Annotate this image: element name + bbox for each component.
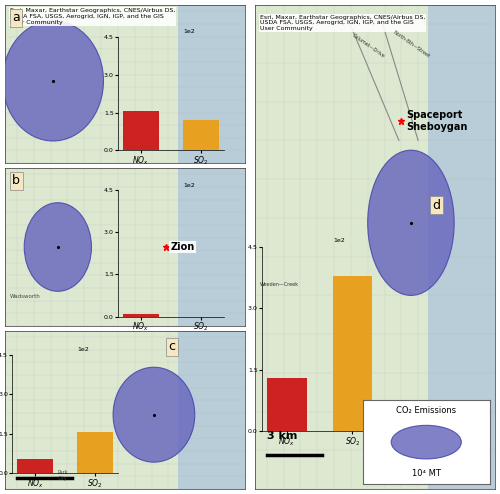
Bar [182,120,219,151]
Ellipse shape [113,367,195,462]
Bar [77,432,113,473]
Bar [17,459,53,473]
Text: a: a [12,11,20,24]
Text: 1e2: 1e2 [184,182,195,188]
Bar [122,314,158,317]
Text: Calumet—Drive: Calumet—Drive [351,33,386,59]
Text: c: c [168,340,175,353]
Bar [333,276,372,431]
Text: 10⁴ MT: 10⁴ MT [412,469,440,478]
Text: Esri, Maxar, Earthstar Geographics, CNES/Airbus DS,
USDA FSA, USGS, Aerogrid, IG: Esri, Maxar, Earthstar Geographics, CNES… [260,15,425,31]
Text: Zion: Zion [170,242,195,252]
Text: 3 km: 3 km [17,462,48,472]
Text: 3 km: 3 km [267,431,297,441]
Bar [122,111,158,151]
Text: Spaceport
Sheboygan: Spaceport Sheboygan [406,110,468,132]
Ellipse shape [2,21,103,141]
Text: 1e2: 1e2 [184,29,195,34]
Text: Esri, Maxar, Earthstar Geographics, CNES/Airbus DS,
USDA FSA, USGS, Aerogrid, IG: Esri, Maxar, Earthstar Geographics, CNES… [10,8,175,25]
Bar [268,378,306,431]
Text: 1e2: 1e2 [78,347,90,352]
Ellipse shape [24,203,92,291]
Text: CO₂ Emissions: CO₂ Emissions [396,406,456,415]
Text: 1e2: 1e2 [334,238,345,244]
Text: b: b [12,174,20,187]
Text: Park
City: Park City [58,470,68,481]
Text: Weeden—Creek: Weeden—Creek [260,282,298,287]
Text: Wadsworth: Wadsworth [10,293,40,299]
Ellipse shape [391,425,462,459]
Text: d: d [432,199,440,211]
Text: North-8th—Street: North-8th—Street [392,30,430,59]
Ellipse shape [368,150,454,295]
